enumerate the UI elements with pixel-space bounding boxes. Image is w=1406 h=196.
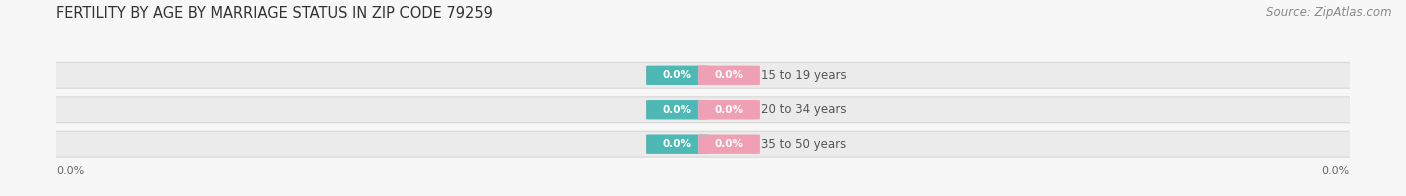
- FancyBboxPatch shape: [647, 100, 709, 119]
- Text: 35 to 50 years: 35 to 50 years: [761, 138, 846, 151]
- FancyBboxPatch shape: [46, 62, 1360, 88]
- Text: 20 to 34 years: 20 to 34 years: [761, 103, 846, 116]
- Text: 0.0%: 0.0%: [714, 70, 744, 80]
- Text: Source: ZipAtlas.com: Source: ZipAtlas.com: [1267, 6, 1392, 19]
- FancyBboxPatch shape: [647, 134, 709, 154]
- FancyBboxPatch shape: [46, 97, 1360, 123]
- Text: 0.0%: 0.0%: [662, 105, 692, 115]
- FancyBboxPatch shape: [647, 66, 709, 85]
- Text: FERTILITY BY AGE BY MARRIAGE STATUS IN ZIP CODE 79259: FERTILITY BY AGE BY MARRIAGE STATUS IN Z…: [56, 6, 494, 21]
- FancyBboxPatch shape: [697, 100, 759, 119]
- Text: 0.0%: 0.0%: [1322, 166, 1350, 176]
- Text: 0.0%: 0.0%: [56, 166, 84, 176]
- Text: 0.0%: 0.0%: [714, 139, 744, 149]
- FancyBboxPatch shape: [46, 131, 1360, 157]
- FancyBboxPatch shape: [697, 134, 759, 154]
- Text: 0.0%: 0.0%: [662, 70, 692, 80]
- FancyBboxPatch shape: [697, 66, 759, 85]
- Text: 0.0%: 0.0%: [714, 105, 744, 115]
- Text: 15 to 19 years: 15 to 19 years: [761, 69, 846, 82]
- Text: 0.0%: 0.0%: [662, 139, 692, 149]
